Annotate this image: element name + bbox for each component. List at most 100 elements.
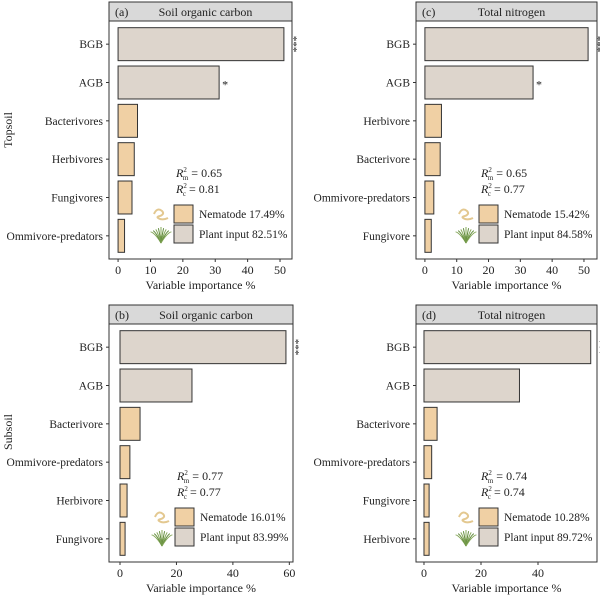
- y-tick-label: Ommivore-predators: [7, 231, 104, 243]
- x-tick-label: 50: [274, 263, 286, 277]
- significance-label: *: [222, 78, 228, 92]
- r2-marginal: R2 m = 0.65: [480, 166, 527, 182]
- significance-label: ***: [591, 36, 600, 53]
- r2-conditional: R2 c = 0.77: [480, 182, 525, 198]
- panel-a: (a) Soil organic carbon BGB *** AGB * Bacteriv…: [7, 1, 299, 292]
- nematode-icon: [154, 511, 170, 524]
- bar-agb: [119, 368, 193, 403]
- nematode-icon: [153, 208, 169, 221]
- r2-conditional: R2 c = 0.81: [175, 182, 220, 198]
- r2-conditional: R2 c = 0.74: [480, 485, 525, 501]
- legend-label: Plant input 89.72%: [504, 532, 593, 544]
- panel-title: Soil organic carbon: [159, 308, 253, 322]
- x-tick-label: 50: [578, 263, 590, 277]
- x-tick-label: 30: [209, 263, 221, 277]
- y-tick-label: BGB: [386, 342, 410, 354]
- x-tick-label: 0: [422, 263, 428, 277]
- legend-swatch: [478, 224, 499, 244]
- panel-d: (d) Total nitrogen BGB *** AGB Bacterivore Omm…: [314, 304, 600, 595]
- bar-bacterivore: [424, 142, 441, 177]
- bar-bacterivores: [117, 103, 139, 138]
- y-tick-label: BGB: [79, 342, 103, 354]
- y-tick-label: AGB: [386, 381, 411, 393]
- bar-agb: [424, 65, 534, 100]
- bar-bacterivore: [119, 406, 141, 441]
- legend-swatch: [174, 507, 195, 527]
- x-tick-label: 40: [532, 566, 544, 580]
- bar-herbivore: [423, 521, 430, 556]
- legend-swatch: [478, 527, 499, 547]
- y-tick-label: BGB: [79, 39, 103, 51]
- legend-item-plant: Plant input 82.51%: [150, 224, 288, 244]
- bar-fungivore: [424, 218, 432, 253]
- legend-item-plant: Plant input 84.58%: [455, 224, 593, 244]
- nematode-icon: [458, 208, 474, 221]
- r2-conditional: R2 c = 0.77: [176, 485, 221, 501]
- significance-label: ***: [289, 339, 301, 356]
- y-tick-label: Fungivores: [51, 193, 103, 205]
- bar-agb: [117, 65, 220, 100]
- plot-frame: [415, 323, 598, 563]
- bar-fungivore: [119, 521, 126, 556]
- bar-fungivore: [423, 483, 430, 518]
- x-tick-label: 0: [421, 566, 427, 580]
- significance-label: ***: [594, 339, 600, 356]
- plot-frame: [108, 323, 294, 563]
- legend-label: Nematode 16.01%: [200, 512, 286, 524]
- x-axis-label: Variable importance %: [452, 278, 562, 292]
- significance-label: *: [536, 78, 542, 92]
- bar-herbivore: [424, 103, 442, 138]
- bar-bacterivore: [423, 406, 438, 441]
- x-tick-label: 10: [144, 263, 156, 277]
- legend-item-nematode: Nematode 10.28%: [458, 507, 590, 527]
- x-tick-label: 40: [227, 566, 239, 580]
- bar-bgb: [424, 27, 589, 62]
- legend-swatch: [478, 507, 499, 527]
- x-tick-label: 30: [514, 263, 526, 277]
- y-tick-label: BGB: [386, 39, 410, 51]
- x-tick-label: 0: [115, 263, 121, 277]
- plot-frame: [108, 20, 293, 260]
- panel-label: (c): [422, 5, 435, 19]
- plant-icon: [455, 227, 477, 244]
- plant-icon: [455, 530, 477, 547]
- bar-bgb: [117, 27, 285, 62]
- row-label-subsoil: Subsoil: [1, 413, 15, 450]
- x-tick-label: 40: [546, 263, 558, 277]
- y-tick-label: Fungivore: [56, 534, 103, 546]
- panel-title: Soil organic carbon: [159, 5, 253, 19]
- x-tick-label: 20: [475, 566, 487, 580]
- legend-swatch: [173, 224, 194, 244]
- legend-swatch: [173, 204, 194, 224]
- panel-title: Total nitrogen: [478, 5, 545, 19]
- x-tick-label: 20: [170, 566, 182, 580]
- y-tick-label: Bacterivores: [45, 116, 104, 128]
- panel-label: (b): [115, 308, 129, 322]
- bar-fungivores: [117, 180, 133, 215]
- panel-b: (b) Soil organic carbon BGB *** AGB Bacterivo…: [7, 304, 301, 595]
- legend-label: Nematode 17.49%: [199, 209, 285, 221]
- legend-item-nematode: Nematode 15.42%: [458, 204, 590, 224]
- bar-ommivore-predators: [119, 445, 131, 480]
- y-tick-label: Fungivore: [363, 231, 410, 243]
- bar-agb: [423, 368, 520, 403]
- panel-c: (c) Total nitrogen BGB *** AGB * Herbivore Bact…: [314, 1, 600, 292]
- y-tick-label: Ommivore-predators: [314, 457, 411, 469]
- panel-label: (a): [115, 5, 128, 19]
- x-tick-label: 60: [283, 566, 295, 580]
- x-tick-label: 10: [451, 263, 463, 277]
- r2-marginal: R2 m = 0.77: [176, 469, 223, 485]
- panel-title: Total nitrogen: [478, 308, 545, 322]
- legend-item-nematode: Nematode 17.49%: [153, 204, 285, 224]
- x-tick-label: 20: [177, 263, 189, 277]
- r2-marginal: R2 m = 0.74: [480, 469, 527, 485]
- bar-bgb: [119, 330, 287, 365]
- bar-herbivores: [117, 142, 135, 177]
- y-tick-label: Fungivore: [363, 496, 410, 508]
- x-axis-label: Variable importance %: [146, 278, 256, 292]
- panel-label: (d): [422, 308, 436, 322]
- y-tick-label: Herbivore: [56, 496, 103, 508]
- y-tick-label: Bacterivore: [49, 419, 103, 431]
- y-tick-label: AGB: [386, 78, 411, 90]
